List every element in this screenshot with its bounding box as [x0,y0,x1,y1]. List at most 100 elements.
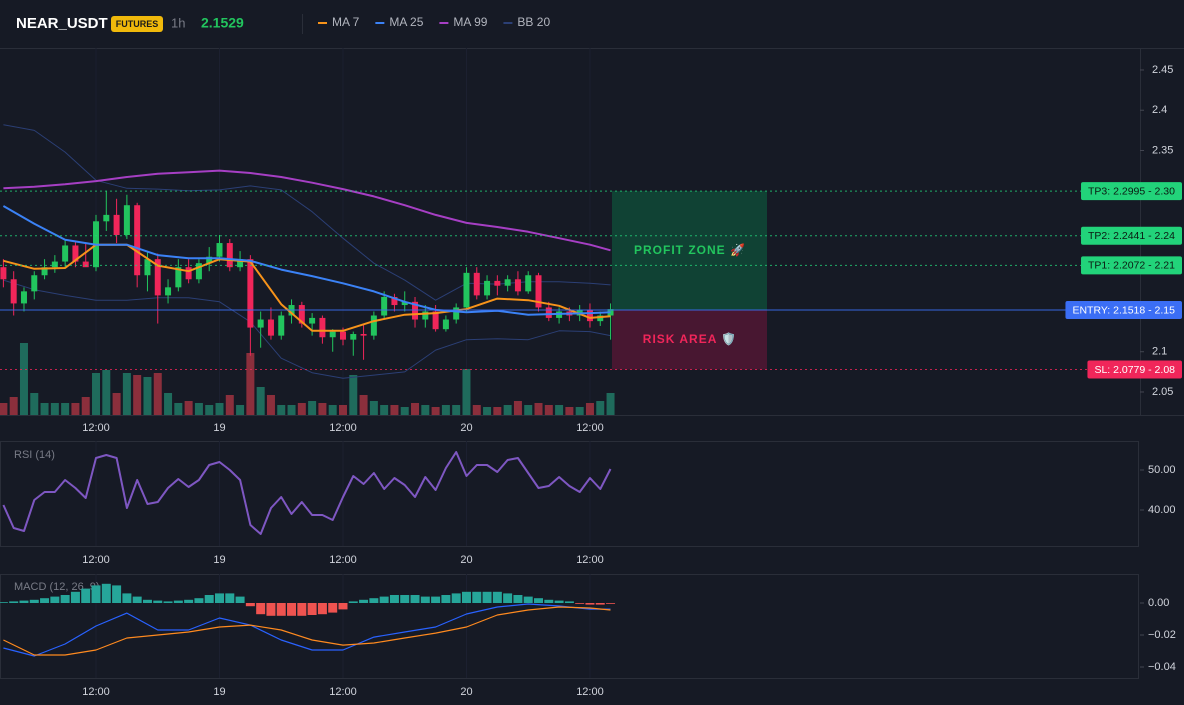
volume-bar [308,401,317,415]
candle-body [463,272,470,308]
volume-bar [9,397,18,415]
legend-label: MA 99 [453,15,487,29]
risk-zone [612,310,767,370]
candle-body [586,309,593,322]
candle-body [123,205,130,236]
macd-histogram-bar [338,603,348,610]
volume-bar [606,393,615,415]
macd-histogram-bar [544,599,554,603]
candle-body [350,334,357,340]
macd-histogram-bar [564,601,574,603]
x-tick-label: 12:00 [329,686,357,698]
volume-bar [462,369,471,415]
candle-body [113,214,120,236]
volume-bar [544,405,553,415]
macd-histogram-bar [379,596,389,603]
volume-bar [421,405,430,415]
badge-bg [111,16,163,32]
volume-bar [102,370,111,415]
interval: 1h [171,15,185,30]
x-tick-label: 20 [460,422,472,434]
macd-histogram-bar [420,596,430,603]
candle-body [41,267,48,276]
candle-body [484,280,491,296]
macd-histogram-bar [40,598,50,603]
level-label: TP2: 2.2441 - 2.24 [1088,230,1175,242]
x-tick-label: 12:00 [82,554,110,566]
y-tick-label: 0.00 [1148,597,1169,609]
volume-bar [441,405,450,415]
x-tick-label: 12:00 [576,554,604,566]
volume-bar [503,405,512,415]
macd-histogram-bar [359,599,369,603]
volume-bar [133,375,142,415]
candle-body [82,261,89,268]
candle-body [381,296,388,316]
candle-body [278,315,285,336]
macd-histogram-bar [266,603,276,616]
candle-body [494,280,501,286]
volume-bar [40,403,49,415]
last-price: 2.1529 [201,15,244,31]
candle-body [103,214,110,222]
macd-histogram-bar [317,603,327,615]
volume-bar [524,405,533,415]
volume-bar [596,401,605,415]
macd-histogram-bar [472,591,482,603]
macd-histogram-bar [503,593,513,603]
macd-histogram-bar [461,591,471,603]
volume-bar [184,401,193,415]
macd-histogram-bar [245,603,255,607]
candle-body [360,334,367,336]
macd-histogram-bar [184,599,194,603]
macd-histogram-bar [70,591,80,603]
macd-histogram-bar [194,598,204,603]
volume-bar [194,403,203,415]
volume-bar [359,395,368,415]
level-label-bg [1081,256,1182,275]
macd-histogram-bar [534,598,544,603]
macd-histogram-bar [173,600,183,603]
legend-label: MA 25 [389,15,423,29]
macd-histogram-bar [225,593,235,603]
volume-bar [50,403,59,415]
x-tick-label: 12:00 [576,686,604,698]
y-tick-label: −0.02 [1148,629,1176,641]
volume-bar [112,393,121,415]
macd-histogram-bar [163,601,173,603]
candle-body [247,259,254,328]
macd-histogram-bar [523,596,533,603]
candle-body [195,263,202,280]
candle-body [185,267,192,280]
macd-histogram-bar [91,585,101,603]
macd-histogram-bar [256,603,266,615]
macd-histogram-bar [410,595,420,603]
candle-body [165,287,172,296]
macd-histogram-bar [328,603,338,613]
macd-histogram-bar [142,599,152,603]
level-label-bg [1081,226,1182,245]
volume-bar [256,387,265,415]
volume-bar [0,403,8,415]
x-tick-label: 12:00 [329,422,357,434]
legend-label: BB 20 [517,15,550,29]
volume-bar [92,373,101,415]
candle-body [391,296,398,306]
volume-bar [411,403,420,415]
candle-body [525,275,532,292]
macd-histogram-bar [153,600,163,603]
x-tick-label: 20 [460,686,472,698]
volume-bar [297,403,306,415]
candle-body [134,205,141,276]
candle-body [0,267,7,280]
macd-panel-frame [0,574,1139,679]
x-tick-label: 19 [213,422,225,434]
volume-bar [19,343,28,415]
candle-body [607,309,614,316]
macd-histogram-bar [513,595,523,603]
x-tick-label: 19 [213,554,225,566]
y-tick-label: 2.4 [1152,104,1167,116]
zone-label: RISK AREA 🛡️ [643,332,737,346]
macd-histogram-bar [19,600,29,603]
volume-bar [174,403,183,415]
